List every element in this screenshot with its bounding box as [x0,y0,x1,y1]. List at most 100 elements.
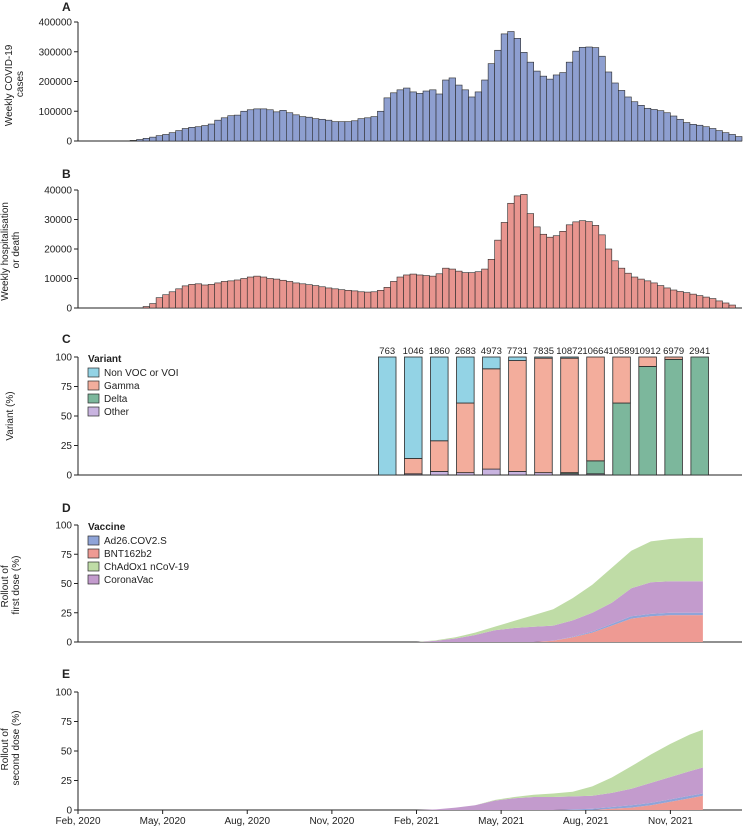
panel-e: E 0 25 50 75 100 Rollout of second dose (%) [0,667,742,817]
bar [631,101,639,142]
bar-count-label: 10589 [608,346,634,357]
stacked-bar-segment-gamma [404,458,423,475]
panel-e-areas [416,729,703,810]
panel-b-bars [142,194,736,309]
bar [142,306,150,309]
bar [390,281,398,309]
bar [344,121,352,142]
y-tick-label: 0 [66,471,72,482]
bar [513,38,521,142]
bar [572,50,580,142]
x-tick-label: Feb, 2021 [394,816,439,827]
y-tick-label: 100000 [39,107,73,118]
legend-label: Ad26.COV2.S [104,536,167,547]
bar [149,303,157,309]
y-tick-label: 25 [61,608,73,619]
panel-c-ylabel: Variant (%) [5,391,16,440]
y-tick-label: 100 [55,521,72,532]
stacked-bar-segment-delta [612,402,631,476]
bar [500,33,508,142]
stacked-bar-segment-other [430,471,449,476]
stacked-bar-segment-gamma [430,440,449,472]
bar [279,279,287,309]
bar-count-label: 7835 [533,346,554,357]
bar [578,46,587,142]
panel-a-ylabel: Weekly COVID-19 cases [4,42,26,126]
bar [689,124,697,142]
bar [520,194,528,309]
panel-b: B 0 10000 20000 30000 40000 Weekly hospitali… [0,167,742,315]
bar [429,275,437,309]
y-tick-label: 0 [66,137,72,148]
y-tick-label: 0 [66,806,72,817]
bar [735,136,743,142]
bar-count-label: 4973 [481,346,502,357]
bar [722,302,730,309]
panel-e-letter: E [62,667,70,681]
stacked-bar-segment-gamma [638,356,657,367]
legend-label: Other [104,407,130,418]
bar [292,114,300,142]
area-coronavac [416,581,703,642]
bar [194,126,202,142]
x-tick-label: Nov, 2020 [309,816,354,827]
y-tick-label: 100 [55,353,72,364]
bar [722,132,730,142]
y-tick-label: 10000 [44,274,72,285]
bar [364,291,372,309]
bar [390,92,398,142]
bar-count-label: 1046 [403,346,424,357]
bar [435,273,443,309]
bar [325,119,333,142]
bar [149,136,157,142]
bar [448,268,456,309]
stacked-bar-segment-delta [638,366,657,476]
area-chadox1 [416,729,703,810]
bar [344,289,352,309]
x-tick-label: Aug, 2021 [563,816,609,827]
stacked-bar-segment-non [534,356,553,359]
bar [331,288,339,309]
bar [299,283,307,309]
bar [565,224,574,309]
bar [253,275,261,309]
stacked-bar-segment-gamma [456,402,475,474]
bar-count-label: 10872 [556,346,582,357]
panel-d-legend: Vaccine Ad26.COV2.S BNT162b2 ChAdOx1 nCoV-1… [87,522,189,586]
bar [624,96,632,142]
bar [240,278,248,309]
bar [552,74,561,142]
bar [168,291,176,309]
stacked-bar-segment-non [560,356,579,359]
bar [513,195,521,309]
bar [670,115,678,142]
bar [663,287,671,309]
bar [370,116,378,142]
bar [702,126,710,142]
panel-c-legend: Variant Non VOC or VOI Gamma Delta Other [87,354,178,418]
bar-count-label: 10664 [582,346,608,357]
bar [207,284,216,309]
legend-title: Variant [88,354,122,365]
bar [305,116,313,142]
bar [194,283,202,309]
bar [442,267,450,309]
bar [142,138,150,142]
bar [618,267,626,309]
bar [299,116,307,142]
bar [585,46,593,142]
bar [416,93,424,142]
stacked-bar-segment-non [404,356,423,459]
bar [468,272,476,309]
bar [663,112,671,142]
bar [533,70,541,142]
bar [715,130,723,142]
bar [618,90,626,142]
panel-c-counts: 763 1046 1860 2683 4973 7731 7835 10872 10664 105… [379,346,710,357]
bar [214,282,222,309]
bar [338,121,346,142]
bar [175,130,183,142]
bar [357,291,365,309]
bar [279,110,287,142]
